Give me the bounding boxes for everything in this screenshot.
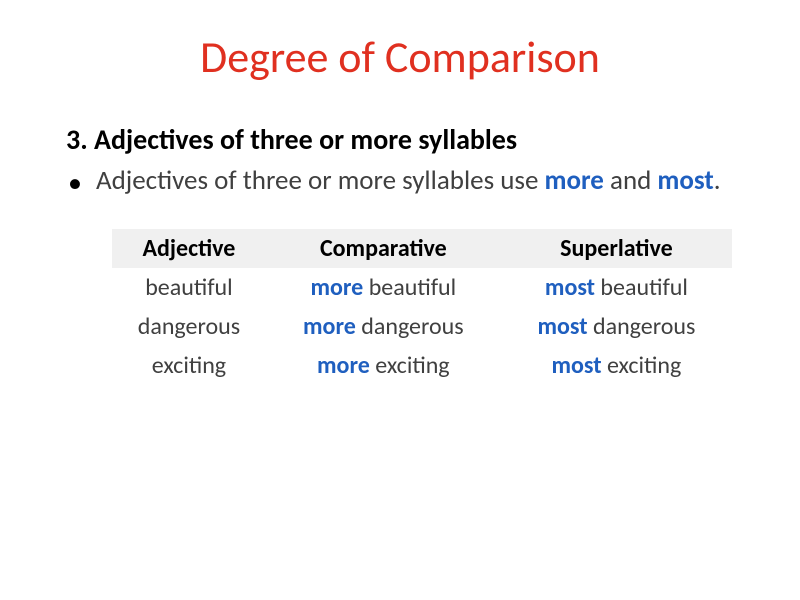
kw-most: most	[537, 312, 587, 341]
table-header-row: Adjective Comparative Superlative	[112, 229, 732, 268]
comparison-table: Adjective Comparative Superlative beauti…	[112, 229, 732, 385]
col-superlative: Superlative	[501, 229, 732, 268]
cell-superlative: most beautiful	[501, 268, 732, 307]
list-number: 3.	[66, 122, 88, 157]
bullet-mid: and	[604, 164, 658, 197]
cell-rest: beautiful	[363, 273, 456, 302]
bullet-keyword-most: most	[657, 164, 713, 197]
cell-rest: exciting	[370, 351, 450, 380]
cell-adjective: exciting	[112, 346, 266, 385]
list-heading-text: Adjectives of three or more syllables	[94, 122, 517, 157]
kw-most: most	[551, 351, 601, 380]
table-row: exciting more exciting most exciting	[112, 346, 732, 385]
cell-superlative: most dangerous	[501, 307, 732, 346]
cell-rest: dangerous	[588, 312, 696, 341]
cell-adjective: dangerous	[112, 307, 266, 346]
slide-title: Degree of Comparison	[60, 30, 740, 84]
cell-comparative: more dangerous	[266, 307, 501, 346]
cell-rest: dangerous	[356, 312, 464, 341]
cell-comparative: more exciting	[266, 346, 501, 385]
cell-comparative: more beautiful	[266, 268, 501, 307]
bullet-dot-icon: •	[68, 169, 82, 197]
kw-more: more	[310, 273, 363, 302]
slide: Degree of Comparison 3. Adjectives of th…	[0, 0, 800, 600]
cell-adjective: beautiful	[112, 268, 266, 307]
cell-rest: beautiful	[595, 273, 688, 302]
table-row: dangerous more dangerous most dangerous	[112, 307, 732, 346]
bullet-text: Adjectives of three or more syllables us…	[96, 163, 721, 199]
kw-more: more	[317, 351, 370, 380]
bullet-keyword-more: more	[545, 164, 604, 197]
bullet-suffix: .	[714, 164, 721, 197]
kw-more: more	[303, 312, 356, 341]
cell-superlative: most exciting	[501, 346, 732, 385]
col-adjective: Adjective	[112, 229, 266, 268]
bullet-prefix: Adjectives of three or more syllables us…	[96, 164, 545, 197]
bullet-item: • Adjectives of three or more syllables …	[60, 163, 740, 199]
col-comparative: Comparative	[266, 229, 501, 268]
table-row: beautiful more beautiful most beautiful	[112, 268, 732, 307]
list-item-heading: 3. Adjectives of three or more syllables	[60, 122, 740, 157]
cell-rest: exciting	[602, 351, 682, 380]
kw-most: most	[545, 273, 595, 302]
